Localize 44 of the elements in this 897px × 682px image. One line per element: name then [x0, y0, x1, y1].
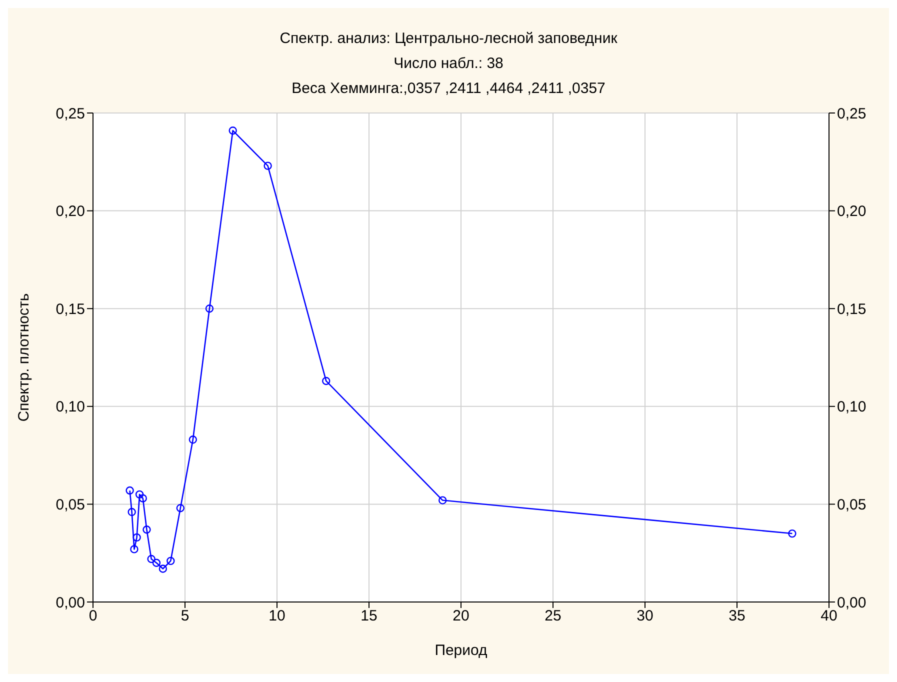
point	[138, 494, 147, 502]
y-tick-label: 0,10	[56, 398, 85, 416]
point	[126, 486, 134, 495]
x-tick-label: 5	[180, 608, 190, 625]
point	[788, 529, 796, 538]
point	[152, 558, 161, 567]
x-tick-label: 0	[88, 608, 98, 625]
x-tick-label: 15	[360, 608, 378, 625]
point	[130, 545, 138, 554]
point	[188, 436, 198, 444]
x-tick-label: 25	[544, 608, 562, 625]
chart-subtitle: Число набл.: 38 Веса Хемминга:,0357 ,2411 ,4464 ,2411 ,0357	[290, 54, 606, 99]
point	[438, 496, 447, 504]
y2-tick-label: 0,05	[837, 496, 866, 514]
y-tick-label: 0,00	[56, 594, 85, 612]
point	[147, 554, 156, 564]
point	[135, 490, 144, 499]
y2-tick-label: 0,25	[837, 105, 866, 122]
x-tick-label: 35	[728, 608, 746, 625]
point	[176, 504, 184, 512]
point	[205, 304, 214, 313]
y2-tick-label: 0,00	[837, 594, 866, 612]
x-axis-title: Период	[434, 642, 488, 659]
chart-title: Спектр. анализ: Центрально-лесной заповедник	[278, 29, 618, 49]
x-tick-label: 10	[268, 608, 286, 625]
point	[128, 508, 136, 516]
y-tick-label: 0,15	[56, 300, 85, 318]
point	[264, 162, 272, 170]
y2-tick-label: 0,15	[837, 300, 866, 318]
y-axis-title: Спектр. плотность	[15, 293, 32, 422]
x-tick-label: 40	[820, 608, 838, 625]
point	[228, 126, 237, 135]
y-tick-label: 0,05	[56, 496, 85, 514]
y-tick-label: 0,25	[56, 105, 85, 122]
y2-tick-label: 0,10	[837, 398, 866, 416]
point	[132, 533, 141, 542]
point	[166, 556, 175, 566]
y2-tick-label: 0,20	[837, 203, 866, 220]
y-tick-label: 0,20	[56, 203, 85, 220]
x-tick-label: 30	[636, 608, 654, 625]
x-tick-label: 20	[452, 608, 470, 625]
point	[158, 564, 168, 573]
point	[322, 376, 330, 386]
point	[142, 526, 151, 534]
